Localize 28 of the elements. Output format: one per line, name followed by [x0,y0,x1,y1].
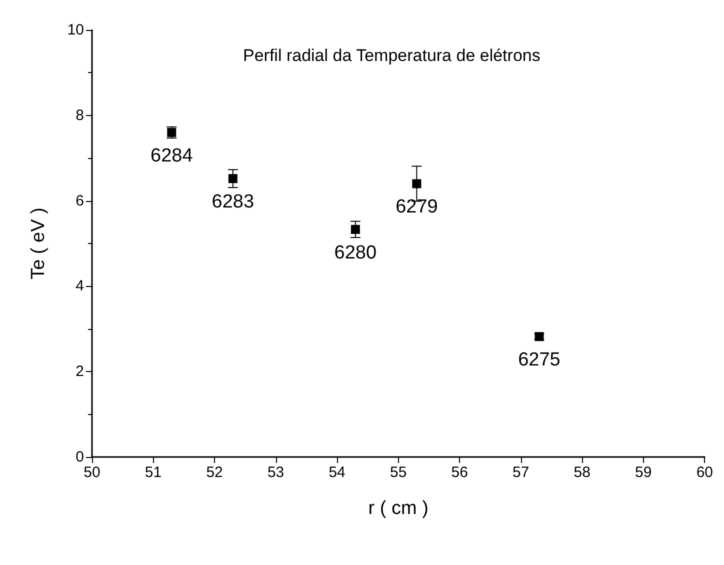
annotation: 6279 [396,196,438,218]
annotation: 6280 [334,242,377,264]
x-tick-label: 55 [390,464,407,481]
x-tick-label: 52 [206,464,223,481]
point [228,174,238,184]
text: Perfil radial da Temperatura de elétrons [243,46,540,65]
y-tick-label: 8 [76,106,84,124]
y-tick-label: 6 [76,192,84,210]
annotation: 6284 [150,145,194,166]
annotation: 6283 [212,192,254,213]
y-tick-label: 0 [76,448,84,466]
x-tick-label: 60 [696,464,713,481]
y-tick-label: 4 [76,278,84,295]
x-tick-label: 54 [328,464,346,481]
x-tick-label: 53 [267,464,284,481]
y-axis-title: Te ( eV ) [28,208,49,280]
x-axis-title: r ( cm ) [368,498,428,519]
annotation: 6275 [518,350,560,371]
x-tick-label: 51 [144,464,162,481]
x-tick-label: 59 [635,464,652,481]
y-tick-label: 2 [76,363,84,380]
x-tick-label: 56 [451,464,468,481]
x-tick-label: 57 [512,464,530,481]
point [412,179,422,188]
x-tick-label: 58 [574,464,590,481]
y-tick-label: 10 [67,22,84,38]
point [350,224,360,234]
x-tick-label: 50 [84,464,100,481]
